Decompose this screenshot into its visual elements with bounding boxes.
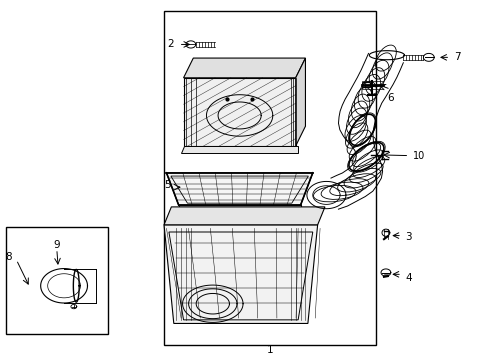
Text: 10: 10 bbox=[412, 150, 424, 161]
Polygon shape bbox=[295, 58, 305, 146]
Text: 9: 9 bbox=[53, 240, 60, 250]
Polygon shape bbox=[163, 207, 325, 225]
Polygon shape bbox=[163, 225, 317, 323]
Polygon shape bbox=[178, 205, 300, 221]
Bar bbox=[361, 82, 369, 87]
Text: 3: 3 bbox=[405, 232, 411, 242]
Text: 5: 5 bbox=[163, 180, 170, 190]
Text: 2: 2 bbox=[167, 40, 173, 49]
Text: 7: 7 bbox=[453, 52, 460, 62]
Text: 8: 8 bbox=[5, 252, 11, 262]
Polygon shape bbox=[183, 78, 295, 146]
Bar bbox=[5, 226, 108, 334]
Text: 6: 6 bbox=[386, 93, 393, 103]
Text: 4: 4 bbox=[405, 273, 411, 283]
Bar bbox=[163, 12, 375, 345]
Polygon shape bbox=[166, 173, 312, 205]
Polygon shape bbox=[183, 58, 305, 78]
Text: 1: 1 bbox=[266, 345, 273, 355]
Polygon shape bbox=[181, 146, 298, 153]
